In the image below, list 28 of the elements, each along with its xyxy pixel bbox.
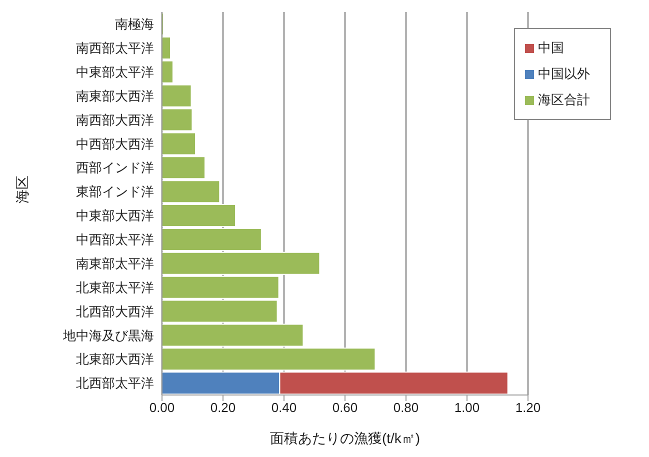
y-tick-label: 北西部大西洋 bbox=[76, 304, 154, 319]
legend-label: 中国以外 bbox=[538, 66, 590, 81]
x-tick-label: 0.80 bbox=[393, 400, 419, 416]
legend-label: 中国 bbox=[538, 40, 564, 55]
y-tick-label: 地中海及び黒海 bbox=[62, 328, 154, 343]
y-tick-label: 南極海 bbox=[115, 16, 154, 32]
legend-label: 海区合計 bbox=[538, 92, 590, 107]
y-tick-label: 南東部太平洋 bbox=[76, 256, 154, 271]
x-tick-label: 1.20 bbox=[515, 400, 541, 416]
x-axis-title: 面積あたりの漁獲(t/k㎡) bbox=[270, 430, 420, 446]
y-tick-label: 西部インド洋 bbox=[76, 160, 154, 176]
y-tick-label: 中東部大西洋 bbox=[76, 208, 154, 224]
y-axis-title: 海区 bbox=[14, 176, 30, 204]
y-tick-label: 北西部太平洋 bbox=[76, 376, 154, 391]
x-tick-label: 0.40 bbox=[271, 400, 297, 416]
x-tick-label: 0.20 bbox=[210, 400, 236, 416]
y-tick-label: 中西部大西洋 bbox=[76, 136, 154, 152]
y-tick-label: 中西部太平洋 bbox=[76, 232, 154, 248]
y-tick-label: 南東部大西洋 bbox=[76, 88, 154, 104]
x-tick-label: 0.00 bbox=[149, 400, 175, 416]
x-tick-label: 0.60 bbox=[332, 400, 358, 416]
y-tick-label: 東部インド洋 bbox=[76, 184, 154, 200]
y-tick-label: 南西部太平洋 bbox=[76, 40, 154, 56]
x-tick-label: 1.00 bbox=[454, 400, 480, 416]
y-tick-label: 中東部太平洋 bbox=[76, 64, 154, 80]
y-tick-label: 北東部太平洋 bbox=[76, 280, 154, 295]
y-tick-label: 南西部大西洋 bbox=[76, 112, 154, 128]
y-tick-label: 北東部大西洋 bbox=[76, 352, 154, 367]
